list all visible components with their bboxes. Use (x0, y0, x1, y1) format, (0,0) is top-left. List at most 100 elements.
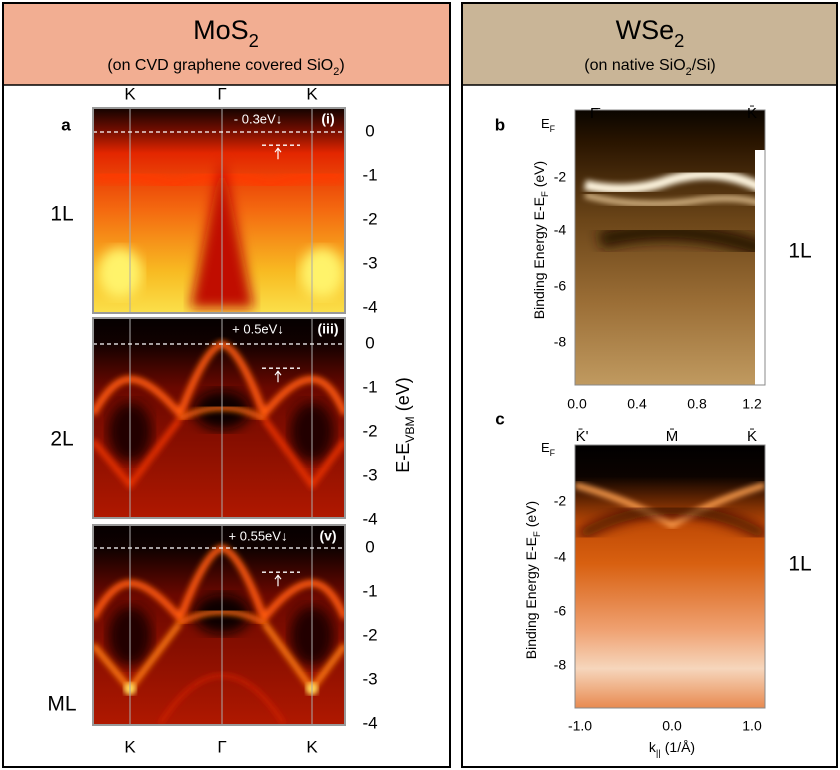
y-tick-label: -3 (362, 669, 377, 688)
fermi-label-part: F (550, 124, 556, 134)
row-label: 1L (788, 240, 811, 263)
band (583, 169, 765, 195)
image-frame (574, 109, 766, 386)
panel-title: MoS2 (193, 15, 259, 51)
arpes-image (575, 445, 765, 708)
y-tick-label: -1 (362, 581, 377, 600)
panel-subtitle-part: 2 (333, 66, 339, 78)
y-tick-label: -2 (554, 493, 567, 509)
arrow (274, 370, 282, 383)
y-tick-label: -4 (362, 713, 377, 732)
y-tick-label: -4 (554, 222, 567, 238)
arpes-image (575, 110, 765, 385)
fermi-label-part: F (550, 448, 556, 458)
y-tick-label: -6 (554, 278, 567, 294)
panel-title-part: WSe (616, 15, 675, 45)
band (98, 247, 142, 298)
y-axis-label-part: (eV) (523, 501, 539, 531)
shift-label: + 0.55eV↓ (229, 528, 288, 543)
k-label: K (306, 737, 318, 756)
band (577, 505, 765, 540)
panel-tag: (iii) (318, 321, 339, 337)
panel-subtitle-part: ) (339, 57, 344, 74)
x-axis-label-part: k (649, 739, 657, 755)
left-header (4, 4, 449, 85)
y-tick-label: -2 (362, 421, 377, 440)
k-label: K̄' (576, 428, 589, 445)
y-tick-label: -3 (362, 253, 377, 272)
y-tick-label: -1 (362, 377, 377, 396)
panel-label: c (495, 409, 504, 428)
fermi-label: EF (541, 116, 556, 134)
y-axis-label: Binding Energy E-EF (eV) (531, 161, 551, 319)
y-axis-label-part: Binding Energy E-E (523, 537, 539, 659)
panel-tag: (i) (321, 111, 334, 127)
panel-title-part: MoS (193, 15, 249, 45)
image-frame (92, 107, 346, 314)
y-tick-label: 0 (365, 121, 374, 140)
y-tick-label: -2 (554, 169, 567, 185)
y-tick-label: -4 (362, 297, 377, 316)
panel-tag: (v) (319, 528, 336, 544)
band (584, 192, 765, 208)
y-tick-label: 0 (365, 537, 374, 556)
y-axis-label: Binding Energy E-EF (eV) (523, 501, 543, 659)
shift-label: - 0.3eV↓ (234, 111, 282, 126)
arrow (274, 574, 282, 587)
arpes-image (93, 525, 345, 725)
y-tick-label: -4 (362, 509, 377, 528)
panel-subtitle: (on CVD graphene covered SiO2) (107, 57, 344, 78)
panel-label: a (61, 115, 71, 134)
arpes-image (93, 318, 345, 518)
right-header (463, 4, 836, 85)
y-axis-label-part: F (540, 191, 551, 197)
x-tick-label: 1.2 (742, 396, 762, 412)
k-label: K (124, 84, 136, 103)
y-tick-label: -8 (554, 657, 567, 673)
k-label: Γ (217, 737, 226, 756)
y-tick-label: -2 (362, 209, 377, 228)
panel-subtitle: (on native SiO2/Si) (584, 57, 715, 78)
y-axis-label-part: (eV) (393, 377, 413, 416)
y-axis-label-part: VBM (403, 416, 417, 443)
panel-subtitle-part: 2 (686, 66, 692, 78)
arpes-image (93, 108, 345, 313)
k-label: K̄ (747, 105, 757, 122)
y-axis-label-part: E-E (393, 443, 413, 473)
x-tick-label: 0.4 (627, 396, 647, 412)
panel-title-part: 2 (674, 30, 684, 51)
image-frame (574, 444, 766, 709)
x-tick-label: 0.8 (687, 396, 707, 412)
fermi-label: EF (541, 440, 556, 458)
k-label: K̄ (747, 428, 757, 445)
k-label: Γ̄ (590, 105, 600, 122)
band (300, 247, 344, 298)
y-tick-label: -1 (362, 165, 377, 184)
panel-label: b (495, 115, 505, 134)
y-axis-label-part: Binding Energy E-E (531, 197, 547, 319)
y-axis-label-part: F (532, 531, 543, 537)
image-frame (92, 524, 346, 726)
k-label: K (306, 84, 318, 103)
shift-label: + 0.5eV↓ (232, 321, 284, 336)
x-tick-label: 0.0 (567, 396, 587, 412)
panel-title: WSe2 (616, 15, 685, 51)
row-label: ML (47, 693, 76, 716)
panel-subtitle-part: /Si) (692, 57, 716, 74)
panel-subtitle-part: (on native SiO (584, 57, 685, 74)
x-axis-label-part: || (656, 748, 661, 759)
blank-edge (755, 150, 765, 385)
arrow (274, 147, 282, 160)
x-axis-label: k|| (1/Å) (649, 739, 695, 759)
row-label: 1L (788, 553, 811, 576)
image-area (575, 445, 765, 708)
panel-subtitle-part: (on CVD graphene covered SiO (107, 57, 333, 74)
fermi-label-part: E (541, 440, 550, 455)
x-axis-label-part: (1/Å) (661, 739, 695, 755)
y-axis-label: E-EVBM (eV) (393, 377, 417, 473)
band (597, 223, 765, 259)
y-tick-label: -4 (554, 549, 567, 565)
y-tick-label: 0 (365, 333, 374, 352)
k-label: K (124, 737, 136, 756)
fermi-label-part: E (541, 116, 550, 131)
